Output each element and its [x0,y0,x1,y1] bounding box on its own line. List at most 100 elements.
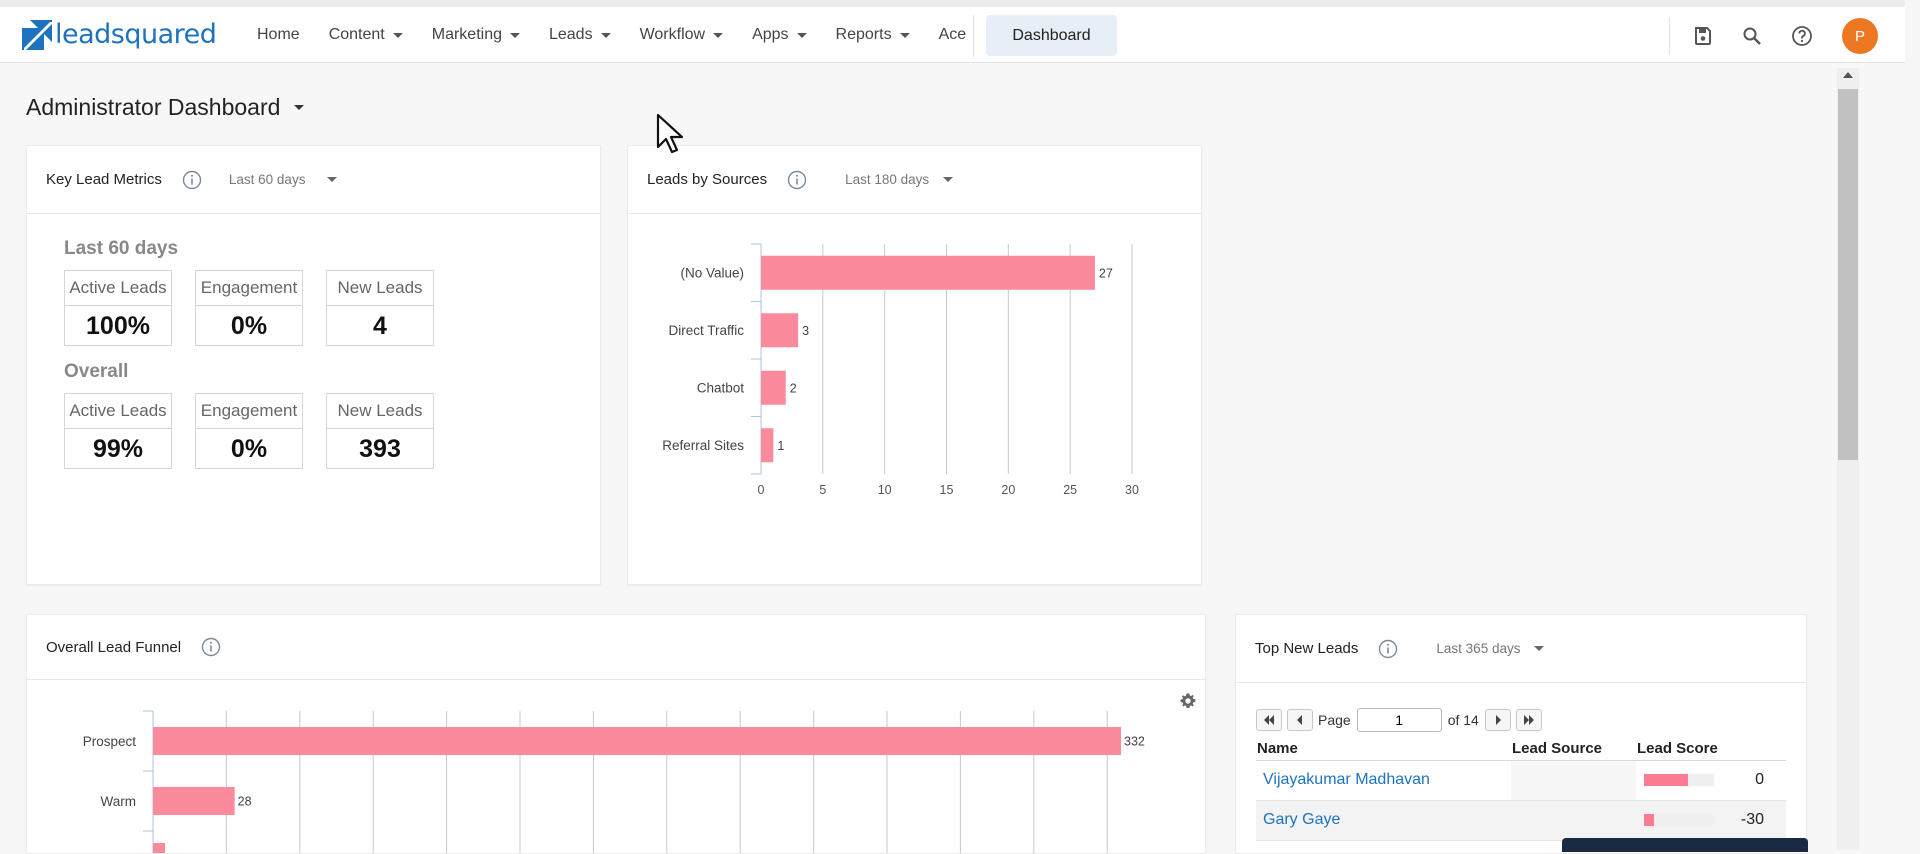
category-label: (No Value) [680,265,744,280]
lead-source-cell [1511,800,1636,841]
card-title: Leads by Sources [647,171,768,188]
data-label: 1 [777,439,784,453]
nav-item-label: Content [328,26,385,43]
data-label: 27 [1099,266,1113,280]
leadsquared-logo[interactable]: leadsquared [22,19,217,51]
bar-partial [153,843,165,853]
category-label: Warm [101,794,137,809]
bar [761,255,1095,290]
metric-label: Active Leads [65,394,171,429]
bar [153,787,235,815]
metric-value: 0% [230,434,268,463]
mouse-pointer-icon [656,113,684,154]
nav-item-content[interactable]: Content [329,26,403,44]
info-icon[interactable] [201,637,221,657]
scrollbar-thumb[interactable] [1838,89,1858,460]
period-dropdown[interactable]: Last 60 days [229,172,338,187]
chevron-down-icon [600,32,611,38]
metric-tile: New Leads 393 [326,393,434,469]
key-lead-metrics-card: Key Lead Metrics Last 60 days Last 60 da… [26,145,601,585]
chevron-down-icon [943,177,954,182]
nav-item-label: Apps [752,26,789,43]
card-title: Top New Leads [1255,640,1359,657]
leads-by-sources-card: Leads by Sources Last 180 days 0 5 10 15 20 2… [627,145,1202,585]
category-label: Chatbot [697,380,745,395]
toolbar-divider [1669,17,1670,55]
help-icon[interactable] [1789,23,1815,49]
lead-name-link[interactable]: Gary Gaye [1263,811,1341,828]
dashboard-button[interactable]: Dashboard [986,15,1117,56]
nav-item-label: Reports [835,26,892,43]
info-icon[interactable] [1378,639,1398,659]
chevron-down-icon[interactable] [294,105,305,110]
nav-item-workflow[interactable]: Workflow [640,26,724,44]
period-label: Last 60 days [228,172,306,187]
last-page-icon[interactable] [1515,709,1542,731]
chevron-down-icon [392,32,403,38]
data-label: 2 [790,381,797,395]
column-header[interactable]: Name [1256,738,1511,761]
metric-tile: Active Leads 99% [64,393,172,469]
dashboard-selector[interactable]: Administrator Dashboard [26,94,305,121]
lead-score-cell: 0 [1636,761,1786,800]
search-icon[interactable] [1739,23,1765,49]
page-count: of 14 [1447,712,1479,728]
period-label: Last 365 days [1436,641,1521,656]
column-header[interactable]: Lead Score [1636,738,1786,761]
nav-item-leads[interactable]: Leads [549,26,611,44]
info-icon[interactable] [787,170,807,190]
top-new-leads-table: Name Lead Source Lead Score Vijayakumar … [1256,738,1786,841]
data-label: 332 [1124,735,1145,749]
category-label: Direct Traffic [668,323,744,338]
card-header: Top New Leads Last 365 days [1236,615,1806,683]
nav-item-reports[interactable]: Reports [836,26,910,44]
lead-name-link[interactable]: Vijayakumar Madhavan [1263,771,1430,788]
next-page-icon[interactable] [1484,709,1511,731]
lead-score-value: 0 [1755,771,1764,788]
x-tick-label: 0 [758,483,765,497]
x-tick-label: 25 [1063,483,1077,497]
popup-panel-edge [1562,838,1808,852]
period-dropdown[interactable]: Last 365 days [1436,641,1545,656]
card-title: Overall Lead Funnel [46,638,182,656]
bar [761,428,774,463]
period-dropdown[interactable]: Last 180 days [845,172,954,187]
user-avatar[interactable]: P [1842,18,1878,54]
nav-item-label: Home [257,26,300,43]
nav-item-marketing[interactable]: Marketing [432,26,520,44]
chevron-down-icon [327,177,338,182]
chevron-down-icon [713,32,724,38]
metric-tile: Active Leads 100% [64,270,172,346]
metric-tile: Engagement 0% [195,393,303,469]
period-label: Last 180 days [845,172,930,187]
bar [153,727,1121,755]
lead-source-cell [1511,760,1636,801]
settings-gear-icon[interactable] [1179,692,1197,710]
page-number-input[interactable] [1356,708,1442,732]
nav-item-label: Marketing [431,26,502,43]
info-icon[interactable] [182,170,202,190]
page-label: Page [1318,712,1351,728]
nav-item-ace[interactable]: Ace [939,26,967,44]
scroll-up-icon[interactable] [1843,72,1853,78]
metric-value: 0% [230,311,268,340]
table-row: Vijayakumar Madhavan 0 [1256,760,1786,801]
lead-score-value: -30 [1740,811,1764,828]
chevron-down-icon [796,32,807,38]
nav-item-apps[interactable]: Apps [752,26,807,44]
nav-item-label: Workflow [639,26,706,43]
metric-label: New Leads [327,394,433,429]
page-scrollbar[interactable] [1837,68,1859,850]
first-page-icon[interactable] [1256,709,1282,731]
table-row: Gary Gaye -30 [1256,800,1786,841]
x-tick-label: 20 [1001,483,1015,497]
x-tick-label: 5 [819,483,826,497]
save-icon[interactable] [1690,23,1716,49]
column-header[interactable]: Lead Source [1511,738,1636,761]
nav-item-home[interactable]: Home [257,26,300,44]
bar [761,370,786,405]
data-label: 28 [238,795,252,809]
prev-page-icon[interactable] [1287,709,1313,731]
leads-by-sources-chart: 0 5 10 15 20 25 30 (No Value) 27 Direct Traffic 3 C… [662,243,1139,497]
metric-tile: Engagement 0% [195,270,303,346]
